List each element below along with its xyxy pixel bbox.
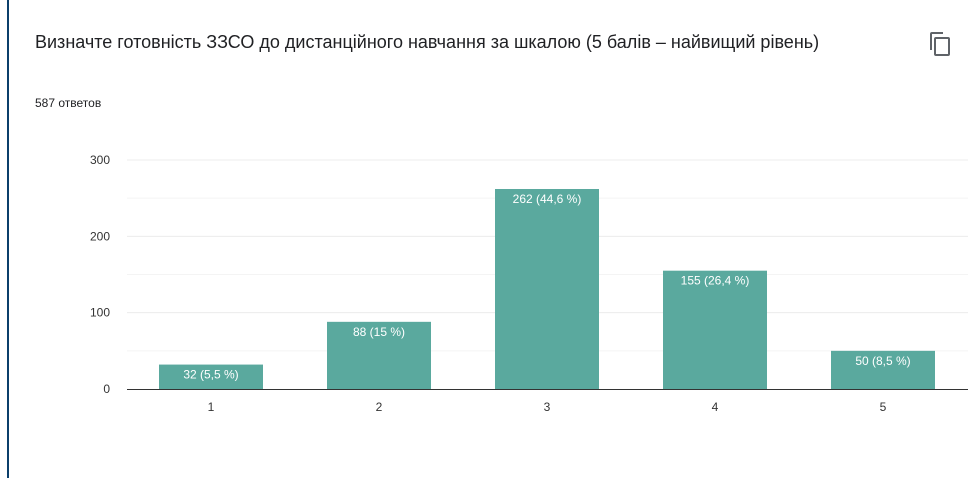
data-labels: 32 (5,5 %) 88 (15 %) 262 (44,6 %) 155 (26,4… <box>183 192 910 382</box>
y-axis-ticks: 0 100 200 300 <box>90 153 110 396</box>
data-label-2: 88 (15 %) <box>353 325 405 339</box>
bar-2[interactable] <box>327 321 431 389</box>
data-label-1: 32 (5,5 %) <box>183 368 238 382</box>
bar-1[interactable] <box>159 364 263 389</box>
y-tick-label: 100 <box>90 306 110 320</box>
data-label-3: 262 (44,6 %) <box>513 192 582 206</box>
copy-icon[interactable] <box>927 30 953 58</box>
bar-4[interactable] <box>663 270 767 389</box>
data-label-4: 155 (26,4 %) <box>681 274 750 288</box>
y-tick-label: 200 <box>90 229 110 243</box>
x-tick-label-1: 1 <box>208 400 215 414</box>
y-tick-label: 0 <box>103 382 110 396</box>
x-tick-label-3: 3 <box>544 400 551 414</box>
x-tick-label-5: 5 <box>880 400 887 414</box>
y-tick-label: 300 <box>90 153 110 167</box>
bars <box>159 189 935 389</box>
data-label-5: 50 (8,5 %) <box>855 354 910 368</box>
x-tick-label-4: 4 <box>712 400 719 414</box>
response-count: 587 ответов <box>35 96 102 110</box>
bar-5[interactable] <box>831 350 935 389</box>
x-tick-label-2: 2 <box>376 400 383 414</box>
bar-3[interactable] <box>495 189 599 389</box>
chart-title: Визначте готовність ЗЗСО до дистанційног… <box>35 32 820 52</box>
chart-card: Визначте готовність ЗЗСО до дистанційног… <box>7 0 968 478</box>
x-axis-ticks: 1 2 3 4 5 <box>208 400 887 414</box>
